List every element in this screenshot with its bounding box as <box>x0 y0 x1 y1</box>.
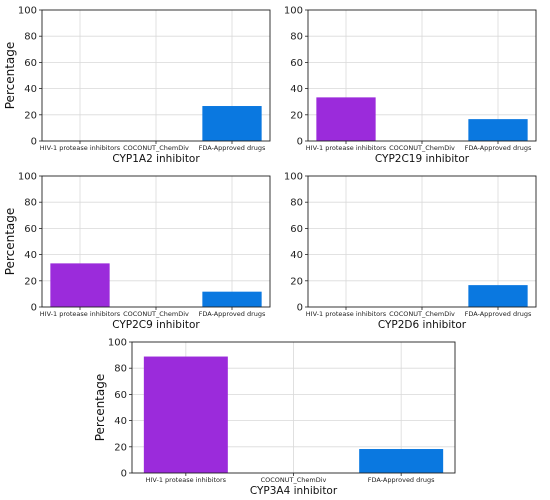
y-tick-label: 40 <box>114 416 127 427</box>
y-tick-label: 20 <box>290 276 303 287</box>
y-tick-label: 40 <box>290 250 303 261</box>
y-tick-label: 0 <box>31 303 37 314</box>
category-label: HIV-1 protease inhibitors <box>40 144 121 152</box>
category-label: HIV-1 protease inhibitors <box>146 476 227 484</box>
x-axis-label: CYP3A4 inhibitor <box>250 485 338 497</box>
bar-3 <box>202 291 262 307</box>
chart-panel-2: 0 20 40 60 80 100 HIV-1 protease inhibitors COC… <box>284 6 537 165</box>
x-axis-label: CYP2C19 inhibitor <box>375 153 470 165</box>
chart-panel-4: 0 20 40 60 80 100 HIV-1 protease inhibitors COC… <box>284 172 537 331</box>
bar-1 <box>143 356 228 473</box>
category-label: FDA-Approved drugs <box>465 310 532 318</box>
y-tick-label: 20 <box>24 110 37 121</box>
y-tick-label: 100 <box>108 338 127 349</box>
y-tick-label: 40 <box>24 84 37 95</box>
y-tick-label: 60 <box>24 224 37 235</box>
y-axis-label: Percentage <box>93 374 107 442</box>
y-tick-label: 0 <box>297 303 303 314</box>
y-tick-label: 80 <box>290 198 303 209</box>
y-tick-label: 80 <box>24 32 37 43</box>
y-tick-label: 20 <box>24 276 37 287</box>
category-label: COCONUT_ChemDiv <box>389 144 455 152</box>
y-tick-label: 60 <box>24 58 37 69</box>
chart-panel-3: 0 20 40 60 80 100 HIV-1 protease inhibitors COC… <box>3 172 271 331</box>
y-tick-label: 20 <box>290 110 303 121</box>
y-axis-label: Percentage <box>3 42 17 110</box>
category-label: COCONUT_ChemDiv <box>389 310 455 318</box>
bar-1 <box>316 97 376 141</box>
y-tick-label: 80 <box>114 364 127 375</box>
y-tick-label: 0 <box>297 137 303 148</box>
category-label: COCONUT_ChemDiv <box>123 144 189 152</box>
y-tick-label: 100 <box>284 172 303 183</box>
x-axis-label: CYP2D6 inhibitor <box>378 319 467 331</box>
category-label: FDA-Approved drugs <box>465 144 532 152</box>
y-tick-label: 60 <box>290 58 303 69</box>
y-axis-label: Percentage <box>3 208 17 276</box>
category-label: COCONUT_ChemDiv <box>261 476 327 484</box>
x-axis-label: CYP1A2 inhibitor <box>112 153 200 165</box>
category-label: COCONUT_ChemDiv <box>123 310 189 318</box>
y-tick-label: 0 <box>31 137 37 148</box>
y-tick-label: 100 <box>18 6 37 17</box>
bar-1 <box>50 263 110 307</box>
bar-3 <box>359 449 444 473</box>
bar-3 <box>202 106 262 141</box>
y-tick-label: 100 <box>18 172 37 183</box>
y-tick-label: 80 <box>290 32 303 43</box>
y-tick-label: 0 <box>121 469 127 480</box>
category-label: FDA-Approved drugs <box>199 144 266 152</box>
bar-3 <box>468 119 528 141</box>
chart-panel-1: 0 20 40 60 80 100 HIV-1 protease inhibitors COC… <box>3 6 271 165</box>
category-label: HIV-1 protease inhibitors <box>40 310 121 318</box>
category-label: FDA-Approved drugs <box>368 476 435 484</box>
category-label: FDA-Approved drugs <box>199 310 266 318</box>
category-label: HIV-1 protease inhibitors <box>306 144 387 152</box>
y-tick-label: 40 <box>290 84 303 95</box>
category-label: HIV-1 protease inhibitors <box>306 310 387 318</box>
y-tick-label: 80 <box>24 198 37 209</box>
y-tick-label: 60 <box>290 224 303 235</box>
y-tick-label: 40 <box>24 250 37 261</box>
y-tick-label: 100 <box>284 6 303 17</box>
y-tick-label: 20 <box>114 442 127 453</box>
bar-3 <box>468 285 528 307</box>
y-tick-label: 60 <box>114 390 127 401</box>
chart-panel-5: 0 20 40 60 80 100 HIV-1 protease inhibitors COC… <box>93 338 456 497</box>
x-axis-label: CYP2C9 inhibitor <box>112 319 200 331</box>
